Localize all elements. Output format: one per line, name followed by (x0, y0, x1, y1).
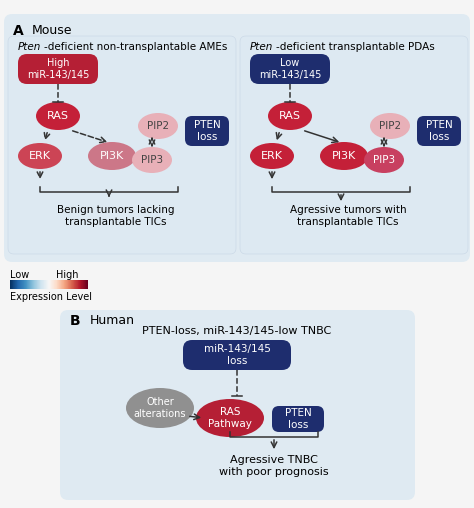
Text: Benign tumors lacking
transplantable TICs: Benign tumors lacking transplantable TIC… (57, 205, 175, 227)
Text: -deficient transplantable PDAs: -deficient transplantable PDAs (276, 42, 435, 52)
Text: Mouse: Mouse (32, 24, 73, 37)
Text: PTEN
loss: PTEN loss (284, 408, 311, 430)
Text: Agressive TNBC
with poor prognosis: Agressive TNBC with poor prognosis (219, 455, 329, 477)
FancyBboxPatch shape (250, 54, 330, 84)
Ellipse shape (250, 143, 294, 169)
Ellipse shape (132, 147, 172, 173)
Ellipse shape (126, 388, 194, 428)
Text: High: High (56, 270, 79, 280)
Text: A: A (13, 24, 24, 38)
FancyBboxPatch shape (240, 36, 468, 254)
Text: Pten: Pten (18, 42, 41, 52)
Text: PIP3: PIP3 (141, 155, 163, 165)
FancyBboxPatch shape (272, 406, 324, 432)
Text: PIP3: PIP3 (373, 155, 395, 165)
Ellipse shape (364, 147, 404, 173)
Text: Human: Human (90, 314, 135, 327)
Ellipse shape (268, 102, 312, 130)
Text: PTEN
loss: PTEN loss (426, 120, 452, 142)
Ellipse shape (88, 142, 136, 170)
Text: PTEN-loss, miR-143/145-low TNBC: PTEN-loss, miR-143/145-low TNBC (142, 326, 332, 336)
Ellipse shape (138, 113, 178, 139)
FancyBboxPatch shape (18, 54, 98, 84)
Text: Low
miR-143/145: Low miR-143/145 (259, 58, 321, 80)
Text: miR-143/145
loss: miR-143/145 loss (203, 344, 271, 366)
FancyBboxPatch shape (4, 14, 470, 262)
Text: Agressive tumors with
transplantable TICs: Agressive tumors with transplantable TIC… (290, 205, 406, 227)
Text: PIP2: PIP2 (379, 121, 401, 131)
Text: Low: Low (10, 270, 29, 280)
Text: High
miR-143/145: High miR-143/145 (27, 58, 89, 80)
Text: PTEN
loss: PTEN loss (193, 120, 220, 142)
Text: RAS: RAS (47, 111, 69, 121)
Text: Pten: Pten (250, 42, 273, 52)
FancyBboxPatch shape (183, 340, 291, 370)
Ellipse shape (196, 399, 264, 437)
Text: PIP2: PIP2 (147, 121, 169, 131)
Text: RAS: RAS (279, 111, 301, 121)
FancyBboxPatch shape (417, 116, 461, 146)
Ellipse shape (36, 102, 80, 130)
Text: ERK: ERK (261, 151, 283, 161)
Text: PI3K: PI3K (100, 151, 124, 161)
Text: RAS
Pathway: RAS Pathway (208, 407, 252, 429)
Ellipse shape (320, 142, 368, 170)
Text: Expression Level: Expression Level (10, 292, 92, 302)
Text: ERK: ERK (29, 151, 51, 161)
Text: PI3K: PI3K (332, 151, 356, 161)
Text: Other
alterations: Other alterations (134, 397, 186, 419)
Text: -deficient non-transplantable AMEs: -deficient non-transplantable AMEs (44, 42, 228, 52)
FancyBboxPatch shape (60, 310, 415, 500)
Text: B: B (70, 314, 81, 328)
Ellipse shape (370, 113, 410, 139)
Ellipse shape (18, 143, 62, 169)
FancyBboxPatch shape (185, 116, 229, 146)
FancyBboxPatch shape (8, 36, 236, 254)
